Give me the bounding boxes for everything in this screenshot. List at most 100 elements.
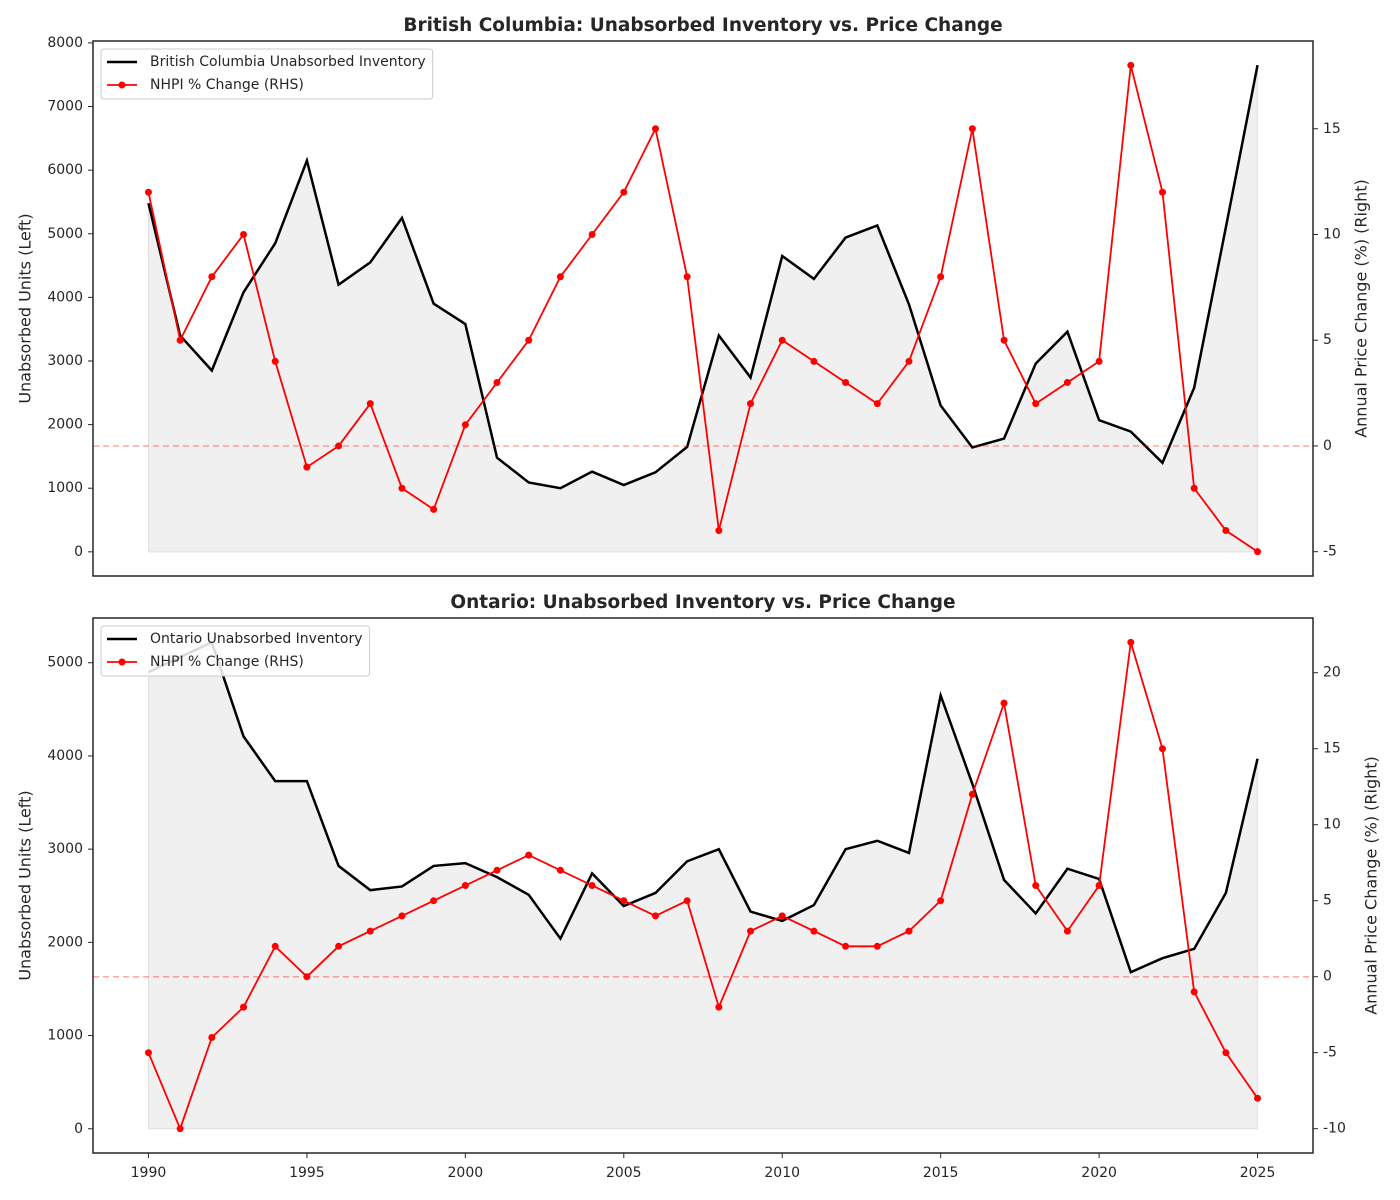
point — [588, 882, 596, 889]
y2-tick-label: 20 — [1323, 665, 1341, 681]
x-tick-label: 2000 — [448, 1165, 484, 1181]
y-tick-label: 7000 — [47, 99, 83, 115]
point — [208, 1033, 216, 1041]
y-tick-label: 5000 — [47, 226, 83, 242]
point — [1222, 1049, 1230, 1057]
point — [715, 527, 723, 535]
point — [366, 400, 374, 408]
y-tick-label: 6000 — [47, 162, 83, 178]
point — [937, 897, 945, 905]
point — [1158, 188, 1166, 196]
chart-title: British Columbia: Unabsorbed Inventory v… — [403, 15, 1002, 36]
point — [873, 942, 881, 950]
y2-tick-label: 10 — [1323, 817, 1341, 833]
y-tick-label: 5000 — [47, 655, 83, 671]
point — [1032, 882, 1040, 889]
point — [588, 230, 596, 238]
point — [620, 897, 628, 905]
y-tick-label: 2000 — [47, 417, 83, 433]
point — [1063, 379, 1071, 387]
series-line — [147, 640, 1259, 974]
point — [810, 357, 818, 365]
series-line — [147, 64, 1259, 490]
point — [810, 927, 818, 935]
point — [556, 866, 564, 874]
legend-label: NHPI % Change (RHS) — [150, 654, 304, 670]
point — [1254, 548, 1262, 556]
point — [778, 912, 786, 920]
legend-label: British Columbia Unabsorbed Inventory — [150, 54, 426, 70]
legend-label: Ontario Unabsorbed Inventory — [150, 631, 363, 647]
y2-tick-label: -5 — [1323, 544, 1337, 560]
point — [842, 379, 850, 387]
point — [651, 912, 659, 920]
point — [430, 897, 438, 905]
point — [968, 790, 976, 798]
point — [1127, 638, 1135, 646]
x-tick-label: 1995 — [289, 1165, 325, 1181]
point — [842, 942, 850, 950]
x-tick-label: 1990 — [131, 1165, 167, 1181]
point — [968, 125, 976, 133]
point — [493, 866, 501, 874]
y-tick-label: 3000 — [47, 841, 83, 857]
point — [144, 188, 152, 196]
y-tick-label: 0 — [74, 544, 83, 560]
y-tick-label: 2000 — [47, 934, 83, 950]
legend-label: NHPI % Change (RHS) — [150, 77, 304, 93]
y2-tick-label: 10 — [1323, 226, 1341, 242]
legend: Ontario Unabsorbed Inventory NHPI % Chang… — [100, 625, 371, 677]
point — [525, 851, 533, 859]
series-line — [147, 65, 1259, 553]
plot-frame — [92, 617, 1314, 1154]
point — [430, 505, 438, 513]
y2-tick-label: 5 — [1323, 332, 1332, 348]
point — [335, 442, 343, 450]
point — [366, 927, 374, 935]
y-tick-label: 1000 — [47, 1028, 83, 1044]
y2-axis-label: Annual Price Change (%) (Right) — [1362, 756, 1381, 1015]
point — [176, 336, 184, 344]
point — [1254, 1094, 1262, 1102]
point — [1222, 527, 1230, 535]
point — [1158, 745, 1166, 753]
x-tick-label: 2025 — [1240, 1165, 1276, 1181]
point — [747, 927, 755, 935]
point — [335, 942, 343, 950]
point — [398, 912, 406, 920]
legend-box — [100, 48, 434, 100]
y-tick-label: 4000 — [47, 289, 83, 305]
point — [905, 927, 913, 935]
point — [240, 230, 248, 238]
y2-tick-label: -5 — [1323, 1045, 1337, 1061]
point — [271, 942, 279, 950]
point — [905, 357, 913, 365]
x-tick-label: 2005 — [606, 1165, 642, 1181]
point — [208, 273, 216, 281]
y2-tick-label: 0 — [1323, 969, 1332, 985]
legend-box — [100, 625, 371, 677]
series-line — [147, 642, 1259, 1132]
point — [398, 484, 406, 492]
legend-marker — [118, 81, 126, 89]
point — [493, 379, 501, 387]
area — [147, 65, 1259, 553]
y-tick-label: 0 — [74, 1121, 83, 1137]
point — [1190, 988, 1198, 996]
point — [747, 400, 755, 408]
point — [461, 421, 469, 429]
y-axis-label: Unabsorbed Units (Left) — [16, 790, 35, 980]
point — [937, 273, 945, 281]
y2-tick-label: -10 — [1323, 1121, 1346, 1137]
y2-tick-label: 5 — [1323, 893, 1332, 909]
y2-tick-label: 15 — [1323, 741, 1341, 757]
point — [1127, 61, 1135, 69]
y-tick-label: 8000 — [47, 35, 83, 51]
point — [651, 125, 659, 133]
area — [147, 641, 1259, 1130]
legend: British Columbia Unabsorbed Inventory NHP… — [100, 48, 434, 100]
point — [778, 336, 786, 344]
point — [271, 357, 279, 365]
point — [1000, 699, 1008, 707]
